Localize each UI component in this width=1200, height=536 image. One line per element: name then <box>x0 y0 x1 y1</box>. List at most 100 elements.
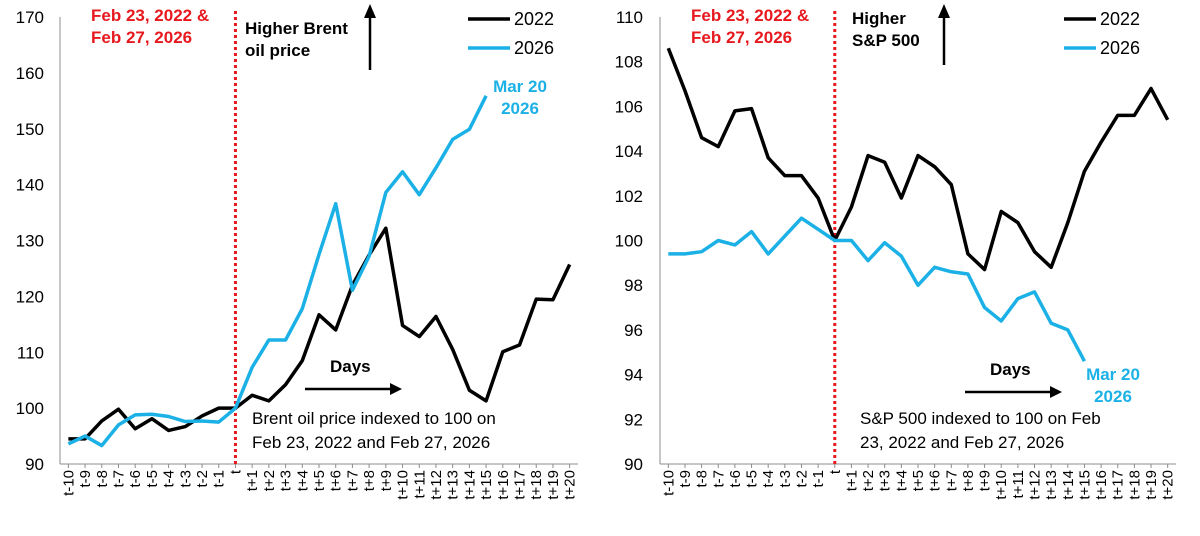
x-tick-label: t+17 <box>512 470 529 500</box>
x-tick-label: t-1 <box>211 470 228 488</box>
x-tick-label: t+12 <box>1027 470 1044 500</box>
direction-label: Higher Brent oil price <box>245 19 348 60</box>
x-tick-label: t+1 <box>843 470 860 491</box>
x-tick-label: t+11 <box>1010 470 1027 499</box>
legend-label-2026: 2026 <box>514 38 554 58</box>
x-tick-label: t+14 <box>1060 470 1077 500</box>
y-tick-label: 100 <box>615 232 643 251</box>
x-tick-label: t-7 <box>710 470 727 488</box>
endpoint-label: Mar 20 2026 <box>1086 365 1140 406</box>
y-tick-label: 94 <box>624 366 643 385</box>
x-tick-label: t+18 <box>1126 470 1143 500</box>
x-tick-label: t-3 <box>777 470 794 488</box>
x-tick-label: t+5 <box>910 470 927 491</box>
x-tick-label: t-2 <box>194 470 211 488</box>
x-tick-label: t-9 <box>77 470 94 488</box>
x-tick-label: t+3 <box>877 470 894 491</box>
y-tick-label: 140 <box>16 176 44 195</box>
y-tick-label: 110 <box>616 8 643 27</box>
x-tick-label: t+10 <box>993 470 1010 500</box>
y-tick-label: 150 <box>16 120 44 139</box>
x-tick-label: t+6 <box>328 470 345 491</box>
x-tick-label: t+13 <box>1043 470 1060 500</box>
x-tick-label: t-5 <box>144 470 161 488</box>
legend-label-2022: 2022 <box>514 9 554 29</box>
x-tick-label: t+15 <box>478 470 495 500</box>
y-tick-label: 92 <box>624 410 643 429</box>
x-tick-label: t+18 <box>528 470 545 500</box>
y-tick-label: 160 <box>16 64 44 83</box>
right-arrow-icon <box>1050 386 1062 398</box>
x-tick-label: t+10 <box>395 470 412 500</box>
x-tick-label: t+15 <box>1076 470 1093 500</box>
x-tick-label: t+16 <box>495 470 512 500</box>
x-tick-label: t+14 <box>461 470 478 500</box>
series-line-2022 <box>666 47 1170 272</box>
x-tick-label: t <box>827 469 844 474</box>
x-tick-label: t+5 <box>311 470 328 491</box>
x-tick-label: t-4 <box>760 470 777 488</box>
y-tick-label: 90 <box>25 455 44 474</box>
endpoint-label: Mar 20 2026 <box>493 77 547 118</box>
x-tick-label: t+7 <box>943 470 960 491</box>
y-tick-label: 170 <box>16 8 44 27</box>
series-line-2026 <box>668 216 1086 363</box>
x-tick-label: t+2 <box>860 470 877 491</box>
x-tick-label: t-7 <box>110 470 127 488</box>
y-tick-label: 102 <box>615 187 643 206</box>
x-tick-label: t+9 <box>977 470 994 491</box>
legend-label-2026: 2026 <box>1100 38 1140 58</box>
up-arrow-icon <box>938 4 950 18</box>
event-date-label: Feb 23, 2022 & Feb 27, 2026 <box>91 6 209 47</box>
y-tick-label: 96 <box>624 321 643 340</box>
x-tick-label: t+4 <box>294 470 311 491</box>
x-tick-label: t-6 <box>727 470 744 488</box>
x-tick-label: t-9 <box>677 470 694 488</box>
event-date-label: Feb 23, 2022 & Feb 27, 2026 <box>691 6 809 47</box>
x-tick-label: t-3 <box>177 470 194 488</box>
x-tick-label: t-10 <box>660 470 677 496</box>
direction-label: Higher S&P 500 <box>852 9 920 50</box>
x-tick-label: t-8 <box>94 470 111 488</box>
x-tick-label: t+7 <box>344 470 361 491</box>
x-tick-label: t-6 <box>127 470 144 488</box>
x-tick-label: t+16 <box>1093 470 1110 500</box>
y-tick-label: 90 <box>624 455 643 474</box>
y-tick-label: 120 <box>16 287 44 306</box>
index-note: Brent oil price indexed to 100 on Feb 23,… <box>252 409 496 452</box>
y-tick-label: 130 <box>16 232 44 251</box>
y-tick-label: 100 <box>16 399 44 418</box>
x-tick-label: t-4 <box>161 470 178 488</box>
days-label: Days <box>330 357 371 376</box>
y-tick-label: 106 <box>615 97 643 116</box>
right-arrow-icon <box>390 383 402 395</box>
series-line-2022 <box>68 226 572 441</box>
up-arrow-icon <box>364 4 376 18</box>
x-tick-label: t+19 <box>1143 470 1160 500</box>
x-tick-label: t-8 <box>694 470 711 488</box>
x-tick-label: t-2 <box>793 470 810 488</box>
x-tick-label: t+8 <box>960 470 977 491</box>
x-tick-label: t-5 <box>744 470 761 488</box>
x-tick-label: t+17 <box>1110 470 1127 500</box>
y-tick-label: 108 <box>615 53 643 72</box>
legend-label-2022: 2022 <box>1100 9 1140 29</box>
index-note: S&P 500 indexed to 100 on Feb 23, 2022 an… <box>860 409 1101 452</box>
x-tick-label: t+3 <box>278 470 295 491</box>
y-tick-label: 110 <box>17 343 44 362</box>
x-tick-label: t+6 <box>927 470 944 491</box>
x-tick-label: t+13 <box>445 470 462 500</box>
x-tick-label: t+19 <box>545 470 562 500</box>
x-tick-label: t+4 <box>893 470 910 491</box>
x-tick-label: t-10 <box>60 470 77 496</box>
x-tick-label: t <box>227 469 244 474</box>
days-label: Days <box>990 360 1031 379</box>
x-tick-label: t+11 <box>411 470 428 499</box>
y-tick-label: 104 <box>615 142 643 161</box>
x-tick-label: t+2 <box>261 470 278 491</box>
x-tick-label: t-1 <box>810 470 827 488</box>
x-tick-label: t+12 <box>428 470 445 500</box>
x-tick-label: t+1 <box>244 470 261 491</box>
x-tick-label: t+20 <box>1160 470 1177 500</box>
